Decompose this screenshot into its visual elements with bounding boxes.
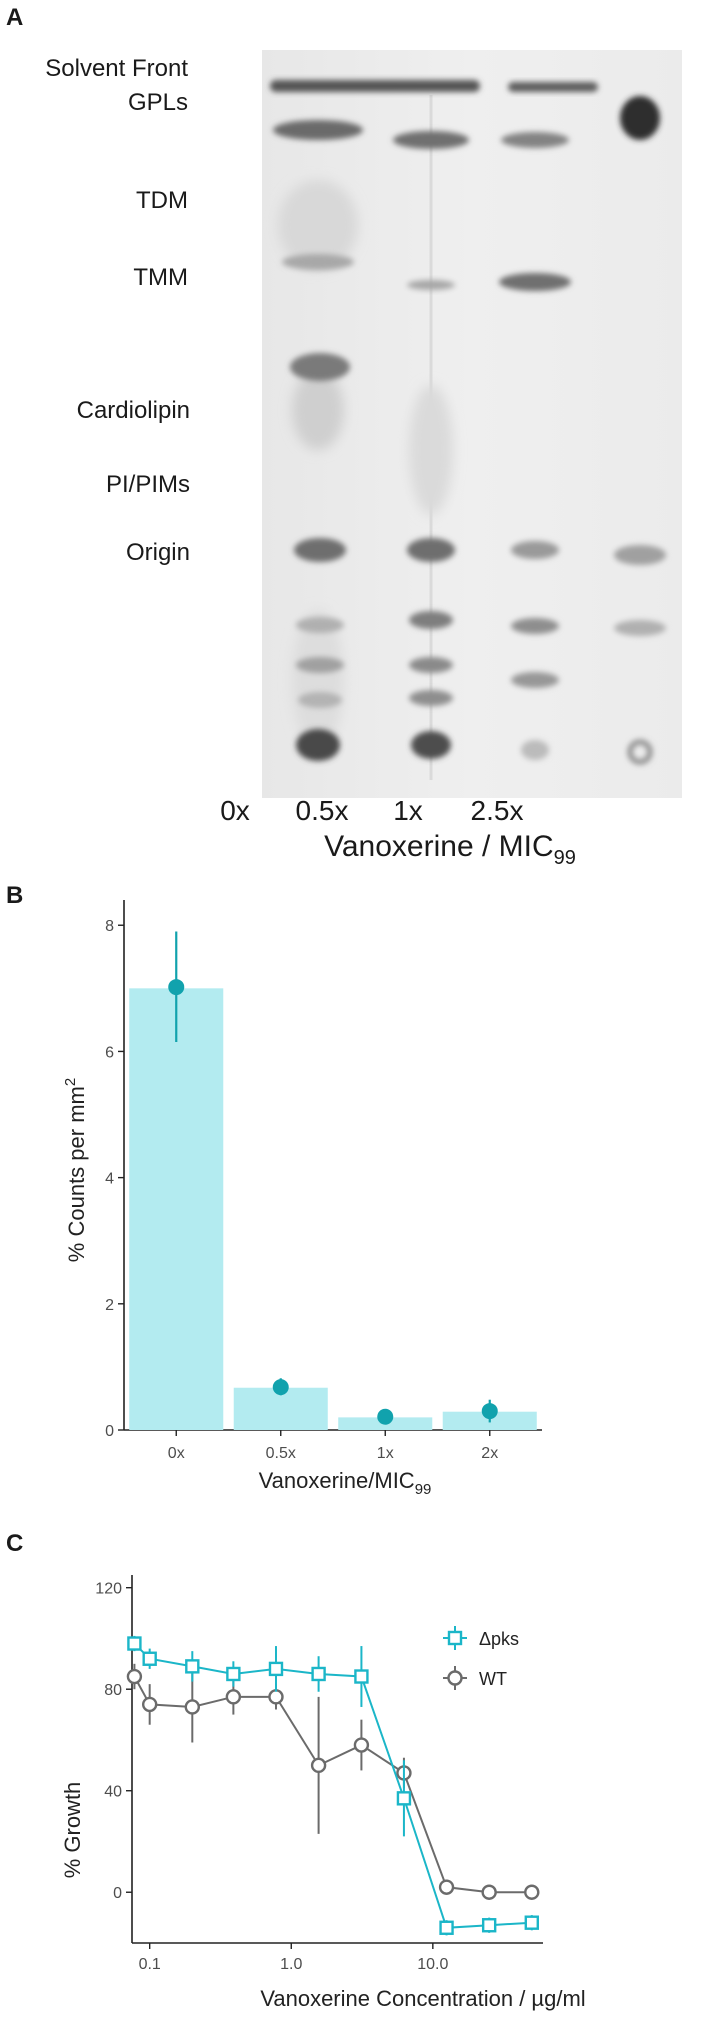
bar-chart-y-tick-label: 2 xyxy=(105,1297,114,1314)
tlc-lane-label: 0.5x xyxy=(296,795,349,826)
legend-marker xyxy=(447,1630,463,1646)
series-point xyxy=(438,1879,455,1895)
bar-chart-y-axis-label: % Counts per mm2 xyxy=(62,1078,89,1262)
mean-point-0x xyxy=(168,979,185,996)
bar-chart-x-tick-label: 2x xyxy=(481,1445,498,1462)
series-point xyxy=(268,1689,284,1705)
bar-chart-y-tick-label: 8 xyxy=(105,918,114,935)
line-chart-x-tick-label: 10.0 xyxy=(417,1956,448,1973)
tlc-x-axis-label: Vanoxerine / MIC99 xyxy=(324,830,576,869)
bar-chart-y-tick-label: 4 xyxy=(105,1171,114,1188)
line-chart-y-tick-label: 0 xyxy=(113,1885,122,1902)
bar-chart-x-tick-label: 0.5x xyxy=(266,1445,296,1462)
series-point xyxy=(142,1651,157,1666)
line-chart-x-tick-label: 0.1 xyxy=(139,1956,161,1973)
panel-a-tlc: A xyxy=(0,0,712,870)
bar-chart-x-axis-label: Vanoxerine/MIC99 xyxy=(259,1468,432,1498)
solvent-front-line xyxy=(270,80,598,92)
series-point xyxy=(524,1915,539,1930)
tlc-band-label: Solvent Front xyxy=(45,55,188,82)
line-chart-series xyxy=(126,1635,540,1936)
series-point xyxy=(141,1696,158,1713)
tlc-smears xyxy=(278,95,453,780)
series-point xyxy=(311,1666,326,1682)
line-chart-y-tick-label: 120 xyxy=(95,1581,122,1598)
tlc-band-label: PI/PIMs xyxy=(106,471,190,498)
panel-letter-a: A xyxy=(6,4,24,31)
series-dpks xyxy=(127,1635,539,1936)
tlc-lane-0.5x xyxy=(393,131,469,759)
bar-chart-y-tick-label: 0 xyxy=(105,1423,114,1440)
series-point xyxy=(225,1689,242,1705)
series-point xyxy=(185,1659,200,1674)
series-point xyxy=(396,1791,412,1806)
tlc-lane-label: 2.5x xyxy=(471,795,524,826)
series-line xyxy=(133,1642,532,1929)
bar-chart-bars xyxy=(129,988,537,1430)
tlc-band-label: Cardiolipin xyxy=(77,397,190,424)
series-point xyxy=(127,1636,142,1651)
bar-chart-x-tick-label: 1x xyxy=(377,1445,394,1462)
panel-b-bar-chart: B 0 2 4 6 8 0x 0.5x 1x 2x % Counts per mm2 Vanox… xyxy=(0,880,712,1530)
legend-label: WT xyxy=(479,1669,507,1689)
tlc-band-label: TDM xyxy=(136,187,188,214)
tlc-band-labels: Solvent Front GPLs TDM TMM Cardiolipin PI/PIM… xyxy=(45,55,190,566)
tlc-lane-label: 0x xyxy=(220,795,250,826)
line-chart-y-tick-label: 40 xyxy=(104,1784,122,1801)
bar-chart: 0 2 4 6 8 0x 0.5x 1x 2x % Counts per mm2 Vanoxer… xyxy=(62,900,542,1498)
series-point xyxy=(310,1757,327,1774)
tlc-band-label: TMM xyxy=(133,264,188,291)
series-point xyxy=(184,1699,201,1715)
mean-point-0.5x xyxy=(272,1379,289,1396)
series-point xyxy=(226,1666,241,1682)
panel-c-line-chart: C 0 40 80 120 0.1 1.0 10.0 Δpks WT % Growth Van… xyxy=(0,1530,712,2017)
series-point xyxy=(268,1661,284,1677)
tlc-band-label: Origin xyxy=(126,539,190,566)
tlc-band-label: GPLs xyxy=(128,89,188,116)
bar-chart-points xyxy=(168,931,498,1425)
line-chart-x-axis-label: Vanoxerine Concentration / µg/ml xyxy=(260,1986,585,2011)
bar-chart-y-tick-label: 6 xyxy=(105,1044,114,1061)
line-chart-x-tick-label: 1.0 xyxy=(280,1956,302,1973)
line-chart-y-axis-label: % Growth xyxy=(60,1782,85,1879)
tlc-lane-2.5x xyxy=(614,96,666,765)
series-point xyxy=(481,1884,497,1900)
mean-point-1x xyxy=(377,1408,394,1425)
panel-letter-b: B xyxy=(6,882,24,909)
series-wt xyxy=(126,1663,540,1900)
tlc-lane-labels: 0x 0.5x 1x 2.5x xyxy=(220,795,523,826)
bar-chart-x-tick-label: 0x xyxy=(168,1445,185,1462)
tlc-lane-0x xyxy=(273,120,363,761)
series-point xyxy=(354,1669,369,1684)
series-point xyxy=(481,1918,497,1933)
series-point xyxy=(524,1884,540,1900)
legend-marker xyxy=(447,1670,463,1686)
tlc-plate-figure: Solvent Front GPLs TDM TMM Cardiolipin PI/PIM… xyxy=(45,50,682,869)
line-chart: 0 40 80 120 0.1 1.0 10.0 Δpks WT % Growth Vanox… xyxy=(60,1575,586,2011)
tlc-lane-1x xyxy=(499,132,571,760)
series-point xyxy=(439,1920,454,1935)
line-chart-legend: Δpks WT xyxy=(443,1626,519,1690)
mean-point-2x xyxy=(481,1403,498,1420)
series-point xyxy=(353,1737,370,1753)
panel-letter-c: C xyxy=(6,1530,24,1557)
tlc-lane-label: 1x xyxy=(393,795,423,826)
series-point xyxy=(126,1668,143,1685)
line-chart-y-tick-label: 80 xyxy=(104,1682,122,1699)
bar-0x xyxy=(129,988,224,1430)
legend-label: Δpks xyxy=(479,1629,519,1649)
